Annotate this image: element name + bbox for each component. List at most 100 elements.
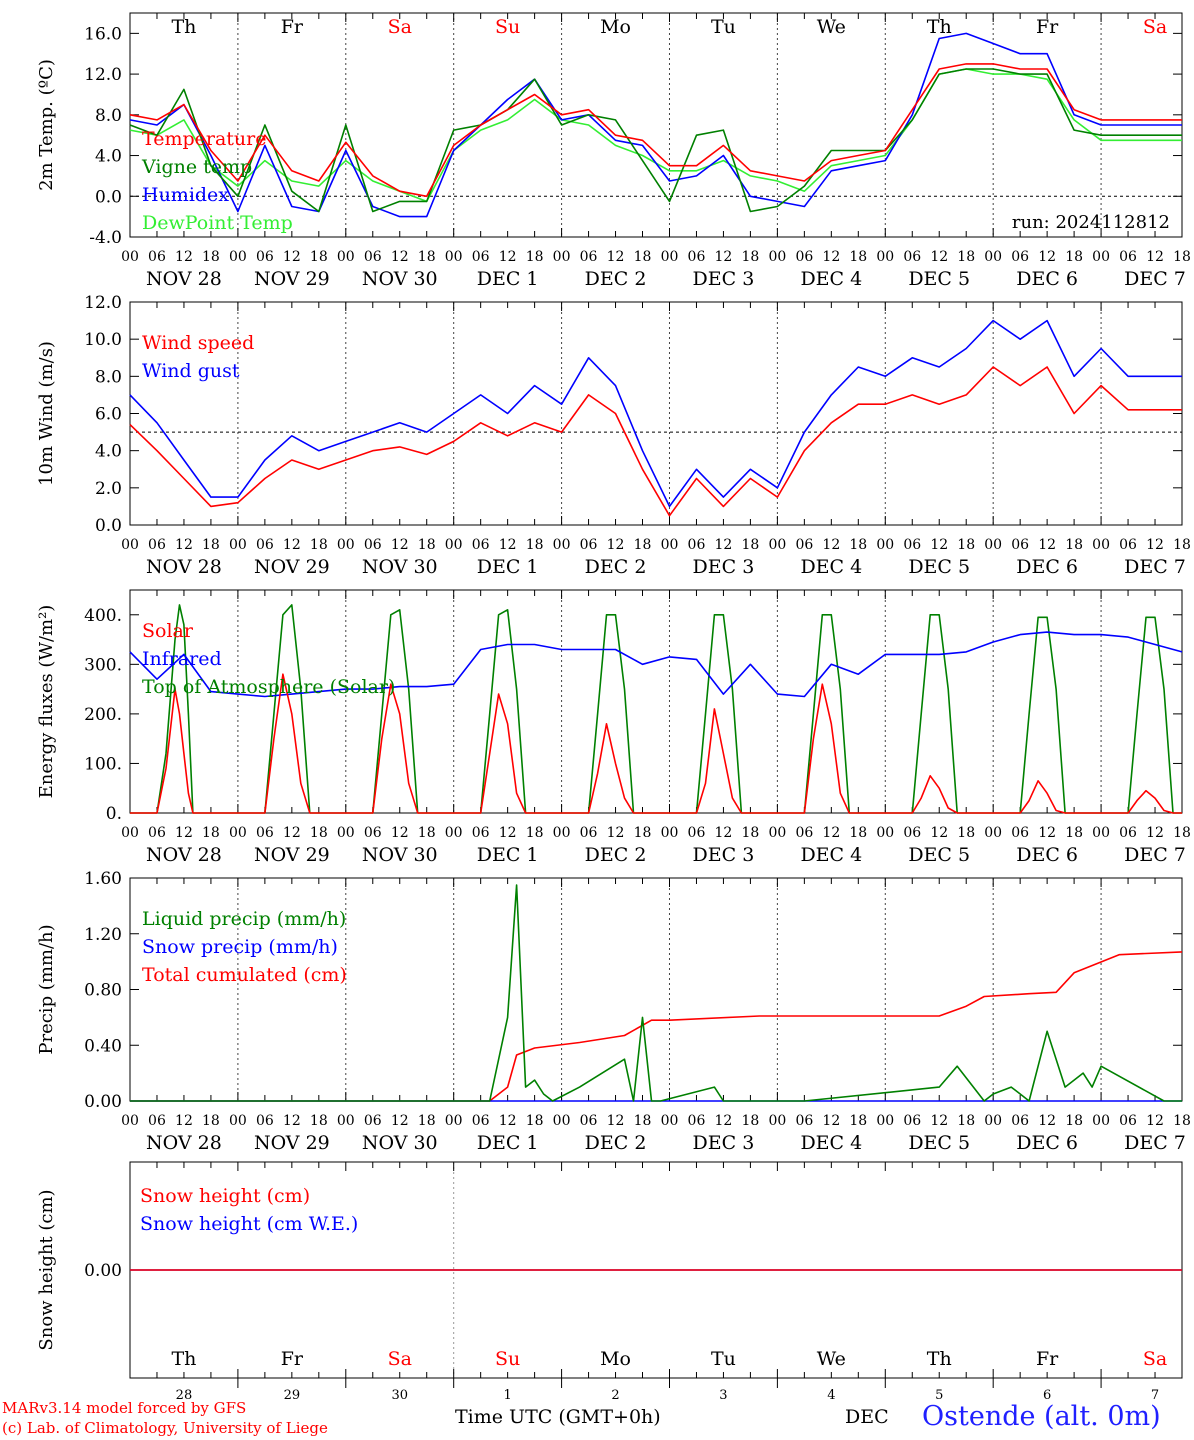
y-tick-label: -4.0	[89, 228, 122, 248]
hour-label: 00	[661, 1113, 679, 1129]
hour-label: 00	[661, 537, 679, 553]
date-label: DEC 7	[1124, 844, 1186, 866]
y-tick-label: 0.00	[84, 1261, 122, 1281]
hour-label: 06	[148, 1113, 166, 1129]
hour-label: 18	[1173, 249, 1191, 265]
hour-label: 12	[283, 825, 301, 841]
legend-entry: Snow height (cm)	[140, 1185, 310, 1207]
date-label: NOV 28	[146, 268, 222, 290]
hour-label: 12	[175, 1113, 193, 1129]
y-tick-label: 12.0	[84, 65, 122, 85]
legend-entry: Vigne temp	[141, 156, 252, 178]
hour-label: 06	[256, 1113, 274, 1129]
date-label: NOV 29	[254, 268, 330, 290]
date-label: DEC 5	[908, 268, 970, 290]
date-label: DEC 1	[477, 556, 539, 578]
hour-label: 06	[795, 1113, 813, 1129]
hour-label: 18	[957, 537, 975, 553]
day-label-top: Fr	[1036, 16, 1059, 38]
day-label-top: We	[817, 16, 846, 38]
hour-label: 06	[795, 249, 813, 265]
date-label: DEC 1	[477, 1132, 539, 1154]
hour-label: 06	[580, 825, 598, 841]
series-line-total-cumulated-cm-	[130, 951, 1183, 1102]
date-label: DEC 3	[693, 844, 755, 866]
hour-label: 18	[957, 249, 975, 265]
hour-label: 12	[499, 825, 517, 841]
series-line-solar	[130, 673, 1182, 814]
hour-label: 18	[418, 537, 436, 553]
hour-label: 00	[229, 825, 247, 841]
hour-label: 18	[957, 1113, 975, 1129]
legend-entry: Infrared	[142, 648, 222, 670]
hour-label: 00	[337, 1113, 355, 1129]
panel-1: -4.0 0.0 4.0 8.0 12.0 16.0 2m Temp. (ºC) 00 06 12…	[36, 12, 1191, 290]
hour-label: 06	[148, 249, 166, 265]
series-line-liquid-precip-mm-h-	[130, 884, 1182, 1102]
date-label: NOV 30	[362, 268, 438, 290]
hour-label: 00	[229, 1113, 247, 1129]
hour-label: 06	[148, 537, 166, 553]
hour-label: 18	[634, 1113, 652, 1129]
hour-label: 06	[148, 825, 166, 841]
hour-label: 12	[391, 825, 409, 841]
hour-label: 00	[984, 249, 1002, 265]
y-tick-label: 200.	[84, 705, 122, 725]
hour-label: 00	[984, 1113, 1002, 1129]
date-label: NOV 28	[146, 556, 222, 578]
hour-label: 06	[795, 537, 813, 553]
hour-label: 12	[715, 249, 733, 265]
series-line-dewpoint-temp	[129, 68, 1182, 203]
hour-label: 06	[580, 537, 598, 553]
hour-label: 12	[1146, 537, 1164, 553]
hour-label: 18	[634, 249, 652, 265]
hour-label: 18	[526, 1113, 544, 1129]
model-credit: MARv3.14 model forced by GFS	[2, 1399, 247, 1417]
series-line-wind-speed	[129, 366, 1182, 517]
day-label-top: Tu	[711, 16, 736, 38]
hour-label: 00	[768, 537, 786, 553]
hour-label: 12	[499, 537, 517, 553]
date-label: DEC 6	[1016, 1132, 1078, 1154]
date-label: DEC 4	[800, 556, 862, 578]
hour-label: 00	[661, 825, 679, 841]
day-number: 6	[1043, 1388, 1051, 1403]
hour-label: 00	[984, 537, 1002, 553]
day-number: 7	[1151, 1388, 1159, 1403]
hour-label: 00	[553, 537, 571, 553]
date-label: NOV 29	[254, 844, 330, 866]
hour-label: 06	[1011, 249, 1029, 265]
panel-4: 0.00 0.40 0.80 1.20 1.60 Precip (mm/h) 00 06 12 1…	[36, 869, 1191, 1154]
panel-frame	[129, 12, 1183, 238]
hour-label: 18	[849, 537, 867, 553]
time-axis-label: Time UTC (GMT+0h)	[455, 1406, 661, 1428]
hour-label: 06	[688, 537, 706, 553]
hour-label: 18	[1065, 1113, 1083, 1129]
hour-label: 12	[607, 537, 625, 553]
day-label-top: Sa	[388, 16, 412, 38]
date-label: DEC 3	[693, 268, 755, 290]
panel-frame	[129, 589, 1183, 814]
date-label: DEC 4	[800, 268, 862, 290]
hour-label: 12	[607, 825, 625, 841]
hour-label: 00	[768, 249, 786, 265]
day-label-bottom: Th	[927, 1348, 952, 1370]
hour-label: 06	[1119, 1113, 1137, 1129]
day-label-top: Th	[171, 16, 196, 38]
hour-label: 18	[634, 825, 652, 841]
hour-label: 06	[1011, 1113, 1029, 1129]
hour-label: 00	[553, 1113, 571, 1129]
date-label: NOV 28	[146, 844, 222, 866]
lab-credit: (c) Lab. of Climatology, University of L…	[2, 1419, 328, 1437]
hour-label: 00	[553, 249, 571, 265]
hour-label: 00	[121, 825, 139, 841]
hour-label: 12	[175, 825, 193, 841]
hour-label: 18	[849, 1113, 867, 1129]
day-number: 4	[827, 1388, 835, 1403]
hour-label: 12	[175, 537, 193, 553]
hour-label: 06	[580, 249, 598, 265]
day-label-top: Mo	[600, 16, 631, 38]
hour-label: 12	[607, 249, 625, 265]
hour-label: 12	[283, 249, 301, 265]
y-tick-label: 0.	[106, 804, 122, 824]
